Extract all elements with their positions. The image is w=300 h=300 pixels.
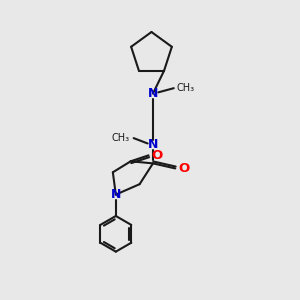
Text: CH₃: CH₃ bbox=[112, 133, 130, 143]
Text: O: O bbox=[178, 162, 190, 175]
Text: N: N bbox=[111, 188, 121, 201]
Text: N: N bbox=[148, 138, 158, 151]
Text: O: O bbox=[152, 149, 163, 162]
Text: N: N bbox=[148, 87, 158, 100]
Text: CH₃: CH₃ bbox=[177, 83, 195, 93]
